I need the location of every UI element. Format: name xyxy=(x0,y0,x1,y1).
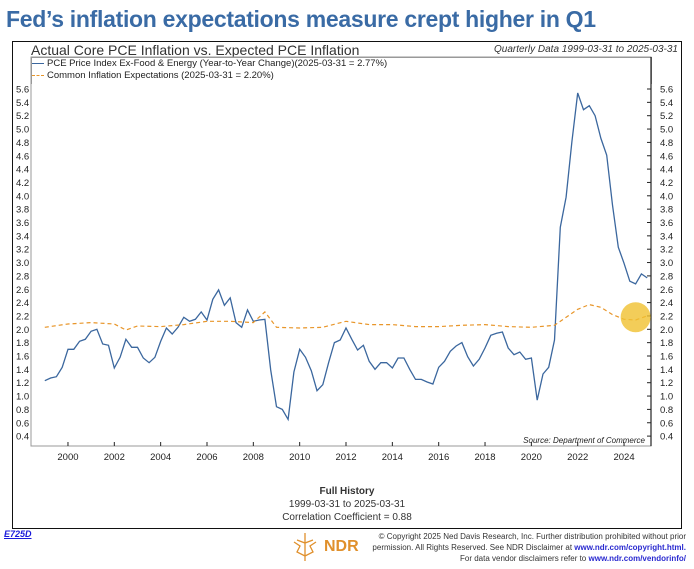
ndr-logo: NDR xyxy=(290,532,359,562)
y-tick-label-right: 4.0 xyxy=(660,191,673,202)
y-tick-label-left: 2.0 xyxy=(16,325,29,336)
highlight-circle xyxy=(620,302,651,333)
legend-item-pce: PCE Price Index Ex-Food & Energy (Year-t… xyxy=(32,58,651,70)
y-tick-label-right: 5.6 xyxy=(660,85,673,96)
y-tick-label-right: 3.2 xyxy=(660,245,673,256)
pce-series-line xyxy=(44,92,648,422)
y-tick-label-left: 4.0 xyxy=(16,191,29,202)
y-tick-label-right: 2.4 xyxy=(660,298,673,309)
legend-label: PCE Price Index Ex-Food & Energy (Year-t… xyxy=(47,58,388,69)
y-tick-label-right: 1.4 xyxy=(660,365,673,376)
y-tick-label-right: 0.6 xyxy=(660,418,673,429)
y-tick-label-left: 4.4 xyxy=(16,165,29,176)
y-tick-label-right: 0.4 xyxy=(660,432,673,443)
y-tick-label-right: 1.6 xyxy=(660,352,673,363)
y-tick-label-right: 2.6 xyxy=(660,285,673,296)
y-tick-label-left: 0.8 xyxy=(16,405,29,416)
y-tick-label-right: 1.2 xyxy=(660,378,673,389)
vendor-text: For data vendor disclaimers refer to xyxy=(459,554,587,563)
y-tick-label-right: 4.4 xyxy=(660,165,673,176)
chart-subtitle: Quarterly Data 1999-03-31 to 2025-03-31 xyxy=(493,44,678,55)
x-tick-label: 2002 xyxy=(104,452,125,463)
y-tick-label-left: 5.2 xyxy=(16,111,29,122)
y-tick-label-left: 4.6 xyxy=(16,151,29,162)
y-tick-label-left: 4.8 xyxy=(16,138,29,149)
y-tick-label-right: 3.4 xyxy=(660,231,673,242)
y-tick-label-right: 1.8 xyxy=(660,338,673,349)
x-tick-label: 2006 xyxy=(196,452,217,463)
source-label: Source: Department of Commerce xyxy=(523,436,645,445)
x-tick-label: 2012 xyxy=(335,452,356,463)
y-tick-label-right: 2.0 xyxy=(660,325,673,336)
chart-code-link[interactable]: E725D xyxy=(4,529,32,539)
stats-title: Full History xyxy=(319,486,375,497)
x-tick-label: 2014 xyxy=(382,452,403,463)
stats-correlation: Correlation Coefficient = 0.88 xyxy=(282,512,412,523)
vendor-link[interactable]: www.ndr.com/vendorinfo/ xyxy=(588,554,687,563)
y-tick-label-left: 1.2 xyxy=(16,378,29,389)
y-tick-label-right: 0.8 xyxy=(660,405,673,416)
x-tick-label: 2016 xyxy=(428,452,449,463)
copyright-link[interactable]: www.ndr.com/copyright.html. xyxy=(574,543,686,552)
x-tick-label: 2008 xyxy=(243,452,264,463)
y-tick-label-left: 2.2 xyxy=(16,311,29,322)
y-tick-label-left: 4.2 xyxy=(16,178,29,189)
y-tick-label-left: 1.8 xyxy=(16,338,29,349)
y-tick-label-left: 5.6 xyxy=(16,85,29,96)
legend-label: Common Inflation Expectations (2025-03-3… xyxy=(47,70,274,81)
y-tick-label-right: 4.8 xyxy=(660,138,673,149)
y-tick-label-right: 2.8 xyxy=(660,271,673,282)
x-tick-label: 2000 xyxy=(57,452,78,463)
legend-item-expectations: Common Inflation Expectations (2025-03-3… xyxy=(32,70,651,82)
chart-title: Actual Core PCE Inflation vs. Expected P… xyxy=(31,42,360,58)
y-tick-label-right: 5.4 xyxy=(660,98,673,109)
y-tick-label-left: 1.0 xyxy=(16,392,29,403)
y-tick-label-left: 2.8 xyxy=(16,271,29,282)
y-tick-label-left: 2.4 xyxy=(16,298,29,309)
y-tick-label-left: 5.4 xyxy=(16,98,29,109)
x-tick-label: 2004 xyxy=(150,452,171,463)
y-tick-label-left: 3.2 xyxy=(16,245,29,256)
x-tick-label: 2020 xyxy=(521,452,542,463)
y-tick-label-right: 5.0 xyxy=(660,125,673,136)
expectations-series-line xyxy=(44,303,648,331)
stats-range: 1999-03-31 to 2025-03-31 xyxy=(288,499,406,510)
y-tick-label-left: 3.4 xyxy=(16,231,29,242)
y-tick-label-right: 3.6 xyxy=(660,218,673,229)
y-tick-label-left: 3.8 xyxy=(16,205,29,216)
y-tick-label-left: 3.0 xyxy=(16,258,29,269)
y-tick-label-right: 5.2 xyxy=(660,111,673,122)
y-tick-label-right: 3.0 xyxy=(660,258,673,269)
x-tick-label: 2010 xyxy=(289,452,310,463)
dashed-line-swatch-icon xyxy=(32,74,44,76)
y-tick-label-left: 0.6 xyxy=(16,418,29,429)
y-tick-label-left: 3.6 xyxy=(16,218,29,229)
y-tick-label-right: 1.0 xyxy=(660,392,673,403)
y-tick-label-left: 2.6 xyxy=(16,285,29,296)
x-tick-label: 2022 xyxy=(567,452,588,463)
y-tick-label-left: 5.0 xyxy=(16,125,29,136)
bull-bear-icon xyxy=(293,533,317,561)
solid-line-swatch-icon xyxy=(32,62,44,64)
x-tick-label: 2024 xyxy=(613,452,634,463)
y-tick-label-right: 4.2 xyxy=(660,178,673,189)
x-tick-label: 2018 xyxy=(474,452,495,463)
y-tick-label-right: 3.8 xyxy=(660,205,673,216)
page-title: Fed’s inflation expectations measure cre… xyxy=(6,6,596,32)
logo-text: NDR xyxy=(324,538,359,555)
copyright-line: permission. All Rights Reserved. See NDR… xyxy=(372,543,573,552)
chart-frame xyxy=(12,41,682,529)
plot-border xyxy=(30,56,652,447)
y-tick-label-left: 1.6 xyxy=(16,352,29,363)
y-tick-label-right: 4.6 xyxy=(660,151,673,162)
y-tick-label-left: 1.4 xyxy=(16,365,29,376)
y-tick-label-right: 2.2 xyxy=(660,311,673,322)
y-tick-label-left: 0.4 xyxy=(16,432,29,443)
copyright: © Copyright 2025 Ned Davis Research, Inc… xyxy=(256,531,686,564)
copyright-line: © Copyright 2025 Ned Davis Research, Inc… xyxy=(378,532,686,541)
